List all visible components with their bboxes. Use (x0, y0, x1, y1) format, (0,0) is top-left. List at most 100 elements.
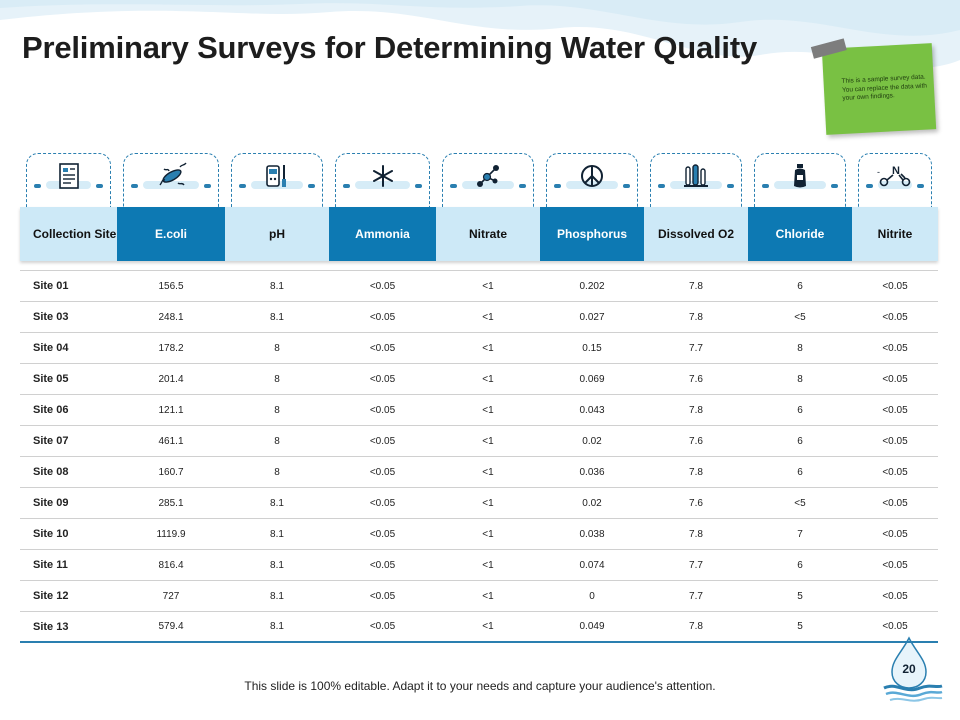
table-cell: 0.036 (579, 466, 605, 478)
table-cell: 8.1 (270, 528, 284, 540)
column-header: pH (225, 207, 329, 261)
icon-tab (329, 153, 436, 207)
table-cell: 8 (274, 373, 280, 385)
background-waves (0, 0, 960, 68)
site-name-cell: Site 11 (33, 559, 68, 571)
table-cell: <5 (794, 311, 806, 323)
table-cell: 7.8 (689, 280, 703, 292)
table-cell: <0.05 (369, 466, 396, 478)
snowflake-icon (368, 161, 398, 196)
column-header: Nitrate (436, 207, 540, 261)
table-cell: 6 (797, 559, 803, 571)
table-row: Site 10 1119.9 8.1 <0.05 <1 0.038 7.8 7 <0.05 (20, 519, 938, 550)
table-cell: <0.05 (369, 435, 396, 447)
table-row: Site 08 160.7 8 <0.05 <1 0.036 7.8 6 <0.05 (20, 457, 938, 488)
column-header: Nitrite (852, 207, 938, 261)
table-cell: 8.1 (270, 497, 284, 509)
table-cell: 8 (274, 342, 280, 354)
icon-tab (540, 153, 644, 207)
icon-tab (20, 153, 117, 207)
table-cell: 248.1 (158, 311, 184, 323)
table-cell: <0.05 (882, 497, 908, 509)
svg-text:N: N (892, 165, 900, 177)
icon-tab-frame (754, 153, 846, 207)
table-cell: 178.2 (158, 342, 184, 354)
icon-tab-dot (917, 184, 924, 188)
table-cell: <1 (482, 435, 494, 447)
table-row: Site 12 727 8.1 <0.05 <1 0 7.7 5 <0.05 (20, 581, 938, 612)
icon-tab-bar (143, 181, 199, 189)
table-cell: 816.4 (158, 559, 184, 571)
table-cell: <0.05 (882, 621, 908, 632)
column-header: Dissolved O2 (644, 207, 748, 261)
site-name-cell: Site 06 (33, 404, 69, 416)
table-cell: 8 (274, 435, 280, 447)
column-header: Chloride (748, 207, 852, 261)
site-name-cell: Site 03 (33, 311, 69, 323)
icon-tab-dot (658, 184, 665, 188)
nitrite-chemical-structure-icon: N- (875, 161, 915, 196)
icon-tab-frame (26, 153, 111, 207)
site-name-cell: Site 13 (33, 620, 69, 633)
table-cell: 156.5 (158, 280, 184, 292)
table-cell: <0.05 (882, 559, 908, 571)
table-cell: <1 (482, 528, 494, 540)
table-cell: 160.7 (158, 466, 184, 478)
table-cell: 7.6 (689, 497, 703, 509)
table-cell: 0.02 (582, 497, 602, 509)
page-number-badge: 20 (880, 636, 946, 706)
table-cell: 1119.9 (156, 528, 186, 540)
table-cell: 7.8 (689, 311, 703, 323)
table-cell: <0.05 (369, 311, 396, 323)
table-cell: <0.05 (369, 590, 396, 602)
table-cell: 727 (162, 590, 180, 602)
icon-tab-dot (866, 184, 873, 188)
footer-text: This slide is 100% editable. Adapt it to… (244, 679, 716, 693)
table-cell: 121.1 (158, 404, 184, 416)
water-drop-icon (883, 636, 943, 702)
table-cell: <0.05 (882, 311, 908, 323)
water-quality-table: Collection Site E.coli pH Ammonia Nitrate Pho… (20, 207, 938, 643)
table-cell: <1 (482, 590, 494, 602)
table-cell: 7.6 (689, 373, 703, 385)
table-row: Site 01 156.5 8.1 <0.05 <1 0.202 7.8 6 <0.05 (20, 271, 938, 302)
table-row: Site 09 285.1 8.1 <0.05 <1 0.02 7.6 <5 <0.05 (20, 488, 938, 519)
icon-tab-dot (831, 184, 838, 188)
icon-tab: N- (852, 153, 938, 207)
icon-tab-frame (546, 153, 638, 207)
table-cell: 6 (797, 280, 803, 292)
table-cell: 7.8 (689, 621, 703, 632)
svg-text:-: - (877, 167, 880, 177)
icon-tab-bar (878, 181, 912, 189)
icon-tab-dot (131, 184, 138, 188)
table-cell: 0.069 (579, 373, 605, 385)
table-cell: 579.4 (158, 621, 184, 632)
icon-tab-bar (462, 181, 514, 189)
table-cell: <0.05 (882, 435, 908, 447)
table-row: Site 04 178.2 8 <0.05 <1 0.15 7.7 8 <0.05 (20, 333, 938, 364)
icon-tab-frame (858, 153, 932, 207)
table-header-row: Collection Site E.coli pH Ammonia Nitrate Pho… (20, 207, 938, 261)
table-cell: <0.05 (882, 373, 908, 385)
site-name-cell: Site 05 (33, 373, 69, 385)
table-cell: 6 (797, 404, 803, 416)
table-cell: <0.05 (369, 621, 396, 632)
icon-tab-dot (623, 184, 630, 188)
table-cell: 0.02 (582, 435, 602, 447)
lab-tubes-icon (681, 161, 711, 196)
site-name-cell: Site 07 (33, 435, 69, 447)
molecule-icon (473, 161, 503, 196)
bacteria-icon (154, 161, 188, 196)
icon-tab-frame (231, 153, 323, 207)
table-row: Site 05 201.4 8 <0.05 <1 0.069 7.6 8 <0.05 (20, 364, 938, 395)
table-cell: 8.1 (270, 280, 284, 292)
table-cell: 0.038 (579, 528, 605, 540)
icon-tab-dot (415, 184, 422, 188)
icon-tab-frame (123, 153, 219, 207)
column-header: Ammonia (329, 207, 436, 261)
table-cell: <0.05 (882, 342, 908, 354)
table-cell: 0.027 (579, 311, 605, 323)
table-cell: 8 (797, 373, 803, 385)
table-cell: <0.05 (882, 280, 908, 292)
table-cell: 201.4 (158, 373, 184, 385)
